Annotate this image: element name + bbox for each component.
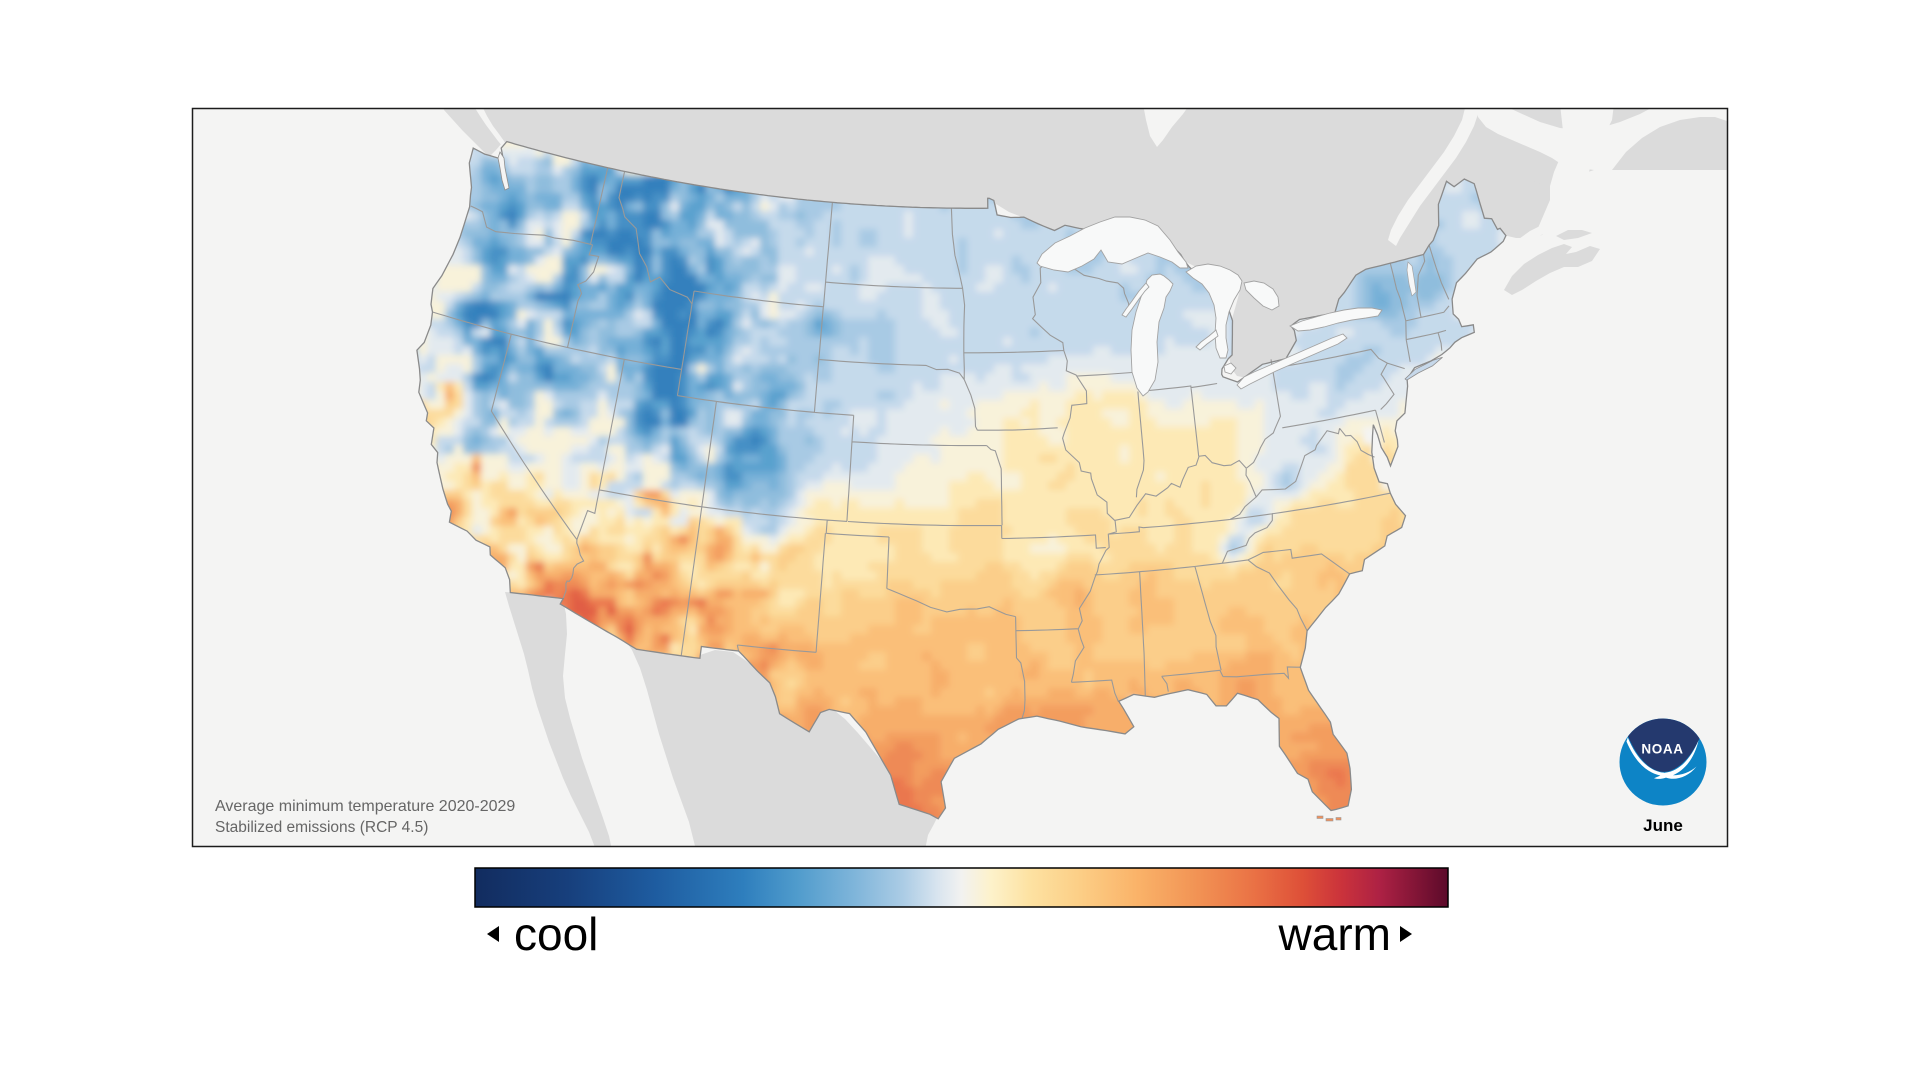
- svg-text:Average minimum temperature 20: Average minimum temperature 2020-2029: [215, 798, 515, 815]
- svg-text:warm: warm: [1278, 908, 1391, 960]
- svg-text:Stabilized emissions (RCP 4.5): Stabilized emissions (RCP 4.5): [215, 819, 428, 836]
- svg-text:NOAA: NOAA: [1641, 742, 1683, 757]
- svg-text:cool: cool: [514, 908, 598, 960]
- svg-text:June: June: [1643, 816, 1683, 835]
